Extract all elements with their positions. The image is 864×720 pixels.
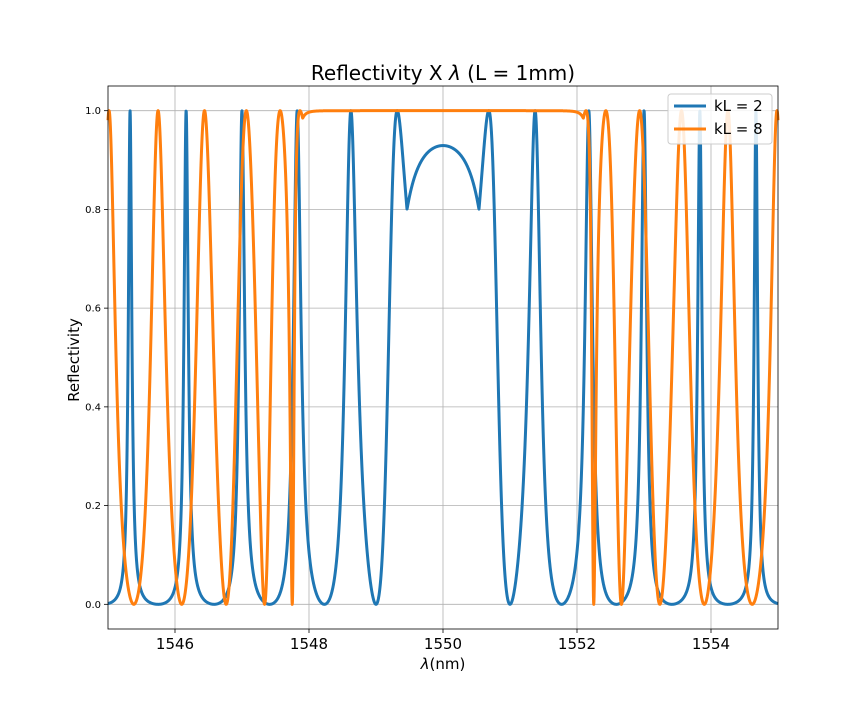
x-tick-label: 1550 bbox=[424, 635, 462, 653]
y-tick-label: 0.6 bbox=[85, 304, 101, 315]
x-axis-label: λ(nm) bbox=[420, 655, 466, 673]
y-axis-label: Reflectivity bbox=[65, 318, 83, 402]
y-tick-label: 0.0 bbox=[85, 600, 101, 611]
series-layer bbox=[106, 109, 780, 606]
series-line-kl2 bbox=[106, 109, 780, 606]
y-tick-label: 1.0 bbox=[85, 106, 101, 117]
x-tick-label: 1554 bbox=[692, 635, 730, 653]
x-tick-label: 1548 bbox=[290, 635, 328, 653]
legend-label-kl2: kL = 2 bbox=[714, 97, 763, 115]
y-tick-label: 0.4 bbox=[85, 402, 101, 413]
tick-layer: 1546 1548 1550 1552 1554 0.0 0.2 0.4 0.6 0.8 1.0 bbox=[85, 106, 730, 653]
legend-label-kl8: kL = 8 bbox=[714, 120, 763, 138]
series-line-kl8 bbox=[106, 109, 780, 606]
y-tick-label: 0.2 bbox=[85, 501, 101, 512]
x-tick-label: 1546 bbox=[156, 635, 194, 653]
y-tick-label: 0.8 bbox=[85, 205, 101, 216]
legend: kL = 2 kL = 8 bbox=[667, 93, 773, 145]
chart-title: Reflectivity X λ (L = 1mm) bbox=[311, 61, 575, 85]
x-tick-label: 1552 bbox=[558, 635, 596, 653]
